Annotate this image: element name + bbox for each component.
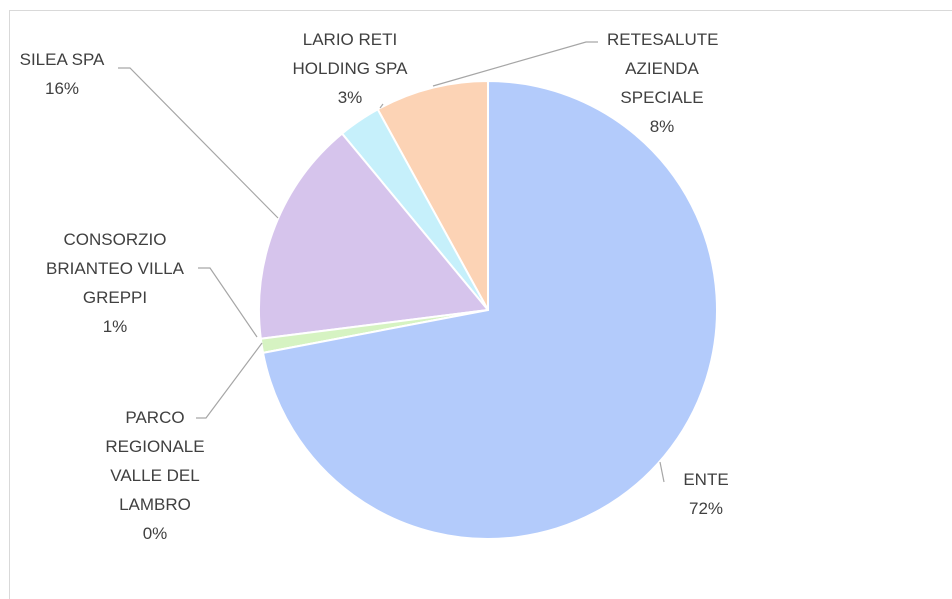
slice-name: ENTE	[683, 470, 729, 489]
slice-percent: 3%	[337, 88, 363, 107]
leader-line	[659, 461, 665, 483]
leader-line	[198, 267, 258, 338]
slice-label: CONSORZIO BRIANTEO VILLA GREPPI 1%	[40, 225, 190, 341]
slice-name: CONSORZIO BRIANTEO VILLA GREPPI	[46, 230, 184, 307]
leader-line	[379, 103, 384, 109]
slice-label: ENTE 72%	[666, 465, 746, 523]
slice-percent: 16%	[44, 79, 80, 98]
slice-name: PARCO REGIONALE VALLE DEL LAMBRO	[105, 408, 205, 514]
slice-name: LARIO RETI HOLDING SPA	[292, 30, 408, 78]
leader-line	[196, 342, 263, 419]
leader-line	[118, 67, 279, 219]
slice-label: RETESALUTE AZIENDA SPECIALE 8%	[607, 25, 719, 141]
slice-label: LARIO RETI HOLDING SPA 3%	[283, 25, 418, 112]
chart-frame	[9, 10, 952, 599]
pie-slice	[376, 79, 489, 311]
slice-percent: 0%	[142, 524, 168, 543]
slice-name: RETESALUTE AZIENDA SPECIALE	[607, 30, 719, 107]
slice-name: SILEA SPA	[19, 50, 105, 69]
slice-percent: 8%	[649, 117, 675, 136]
slice-percent: 1%	[102, 317, 128, 336]
leader-line	[432, 41, 598, 87]
pie-slice	[261, 79, 718, 540]
slice-percent: 72%	[688, 499, 724, 518]
pie-slice	[258, 132, 490, 340]
slice-label: PARCO REGIONALE VALLE DEL LAMBRO 0%	[105, 403, 205, 548]
slice-label: SILEA SPA 16%	[7, 45, 117, 103]
